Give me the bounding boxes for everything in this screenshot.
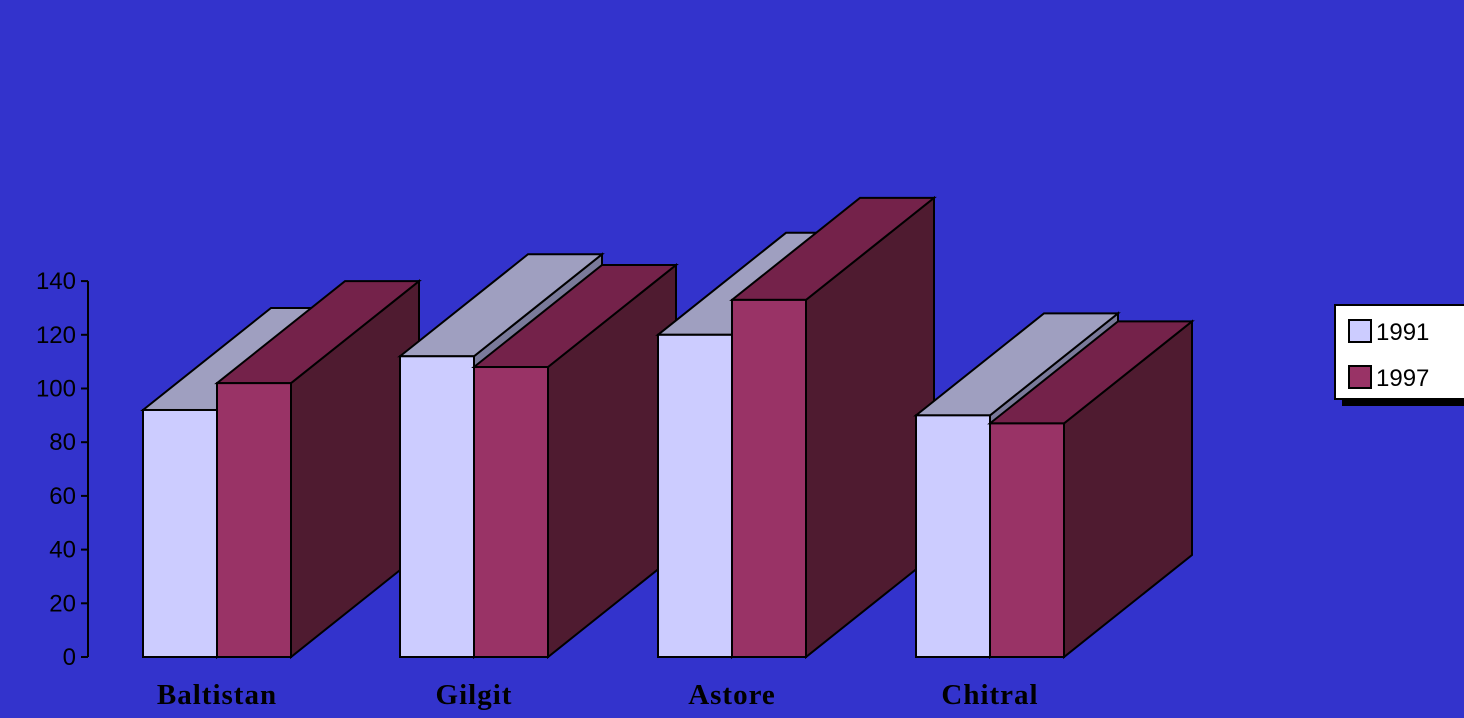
y-axis: 0 20 40 60 80 100 120 140: [36, 268, 89, 671]
bar-front-face: [731, 298, 807, 658]
bar-front-face: [473, 366, 549, 658]
y-tick-label: 120: [36, 322, 76, 349]
bar-1997-astore: [729, 195, 937, 660]
bar-front-face: [915, 414, 991, 658]
legend-swatch-1997: [1348, 365, 1372, 389]
legend-label-1997: 1997: [1376, 365, 1429, 392]
legend-swatch-1991: [1348, 319, 1372, 343]
x-tick-label-astore: Astore: [688, 679, 776, 711]
x-tick-label-baltistan: Baltistan: [157, 679, 277, 711]
bar-front-face: [142, 408, 218, 659]
y-tick-label: 80: [49, 429, 76, 456]
legend-label-1991: 1991: [1376, 319, 1429, 346]
y-tick-label: 20: [49, 590, 76, 617]
bar-1997-gilgit: [471, 262, 679, 660]
bar-front-face: [399, 355, 475, 658]
bar-1997-baltistan: [214, 279, 422, 660]
bar-1997-chitral: [987, 319, 1195, 660]
y-tick-label: 40: [49, 537, 76, 564]
legend: 1991 1997: [1334, 304, 1464, 406]
x-tick-label-gilgit: Gilgit: [436, 679, 513, 711]
bar-front-face: [657, 333, 733, 658]
y-tick-label: 140: [36, 268, 76, 295]
bars: [140, 195, 1195, 660]
y-tick-label: 0: [63, 644, 76, 671]
bar-front-face: [989, 422, 1065, 658]
y-tick-label: 100: [36, 376, 76, 403]
x-tick-label-chitral: Chitral: [941, 679, 1038, 711]
x-axis-labels: Baltistan Gilgit Astore Chitral: [157, 679, 1038, 711]
bar-front-face: [216, 382, 292, 658]
y-tick-label: 60: [49, 483, 76, 510]
